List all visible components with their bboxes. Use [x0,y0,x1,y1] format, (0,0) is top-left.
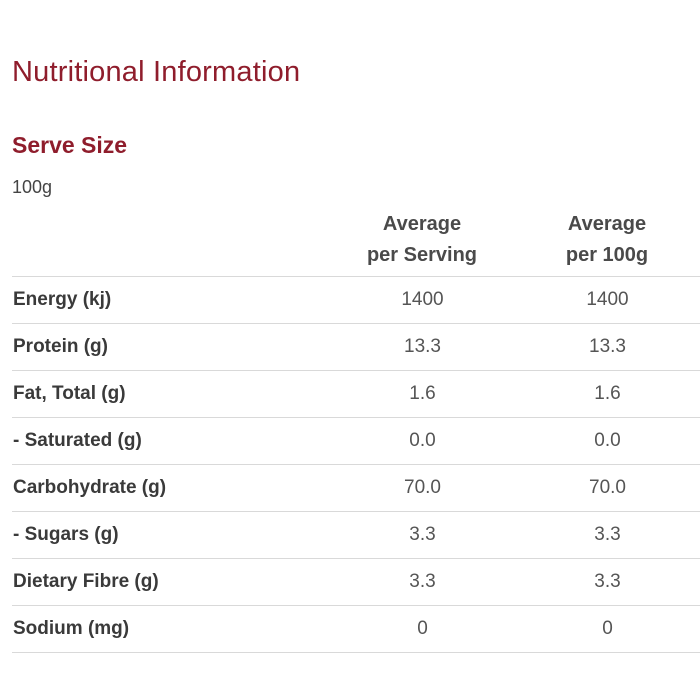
table-row: - Saturated (g) 0.0 0.0 [12,417,700,465]
per-serving-value: 0 [352,605,532,653]
per-100g-value: 3.3 [532,558,700,606]
header-per-serving-line1: Average [382,213,462,235]
table-header-row: Average per Serving Average per 100g [12,208,700,277]
row-label: Carbohydrate (g) [12,464,352,512]
header-per-100g: Average per 100g [532,208,700,277]
header-per-100g-line2: per 100g [565,244,649,266]
nutrition-table: Average per Serving Average per 100g Ene… [12,208,700,653]
table-row: Energy (kj) 1400 1400 [12,276,700,324]
row-label: Fat, Total (g) [12,370,352,418]
header-label-column [12,208,352,277]
header-per-serving: Average per Serving [352,208,532,277]
header-per-serving-line2: per Serving [366,244,478,266]
per-serving-value: 1.6 [352,370,532,418]
table-row: Sodium (mg) 0 0 [12,605,700,653]
per-100g-value: 1.6 [532,370,700,418]
row-label: Dietary Fibre (g) [12,558,352,606]
per-100g-value: 0 [532,605,700,653]
table-row: - Sugars (g) 3.3 3.3 [12,511,700,559]
header-per-100g-line1: Average [567,213,647,235]
row-label: Protein (g) [12,323,352,371]
per-serving-value: 1400 [352,276,532,324]
per-serving-value: 13.3 [352,323,532,371]
per-100g-value: 0.0 [532,417,700,465]
per-100g-value: 3.3 [532,511,700,559]
row-label: Energy (kj) [12,276,352,324]
serve-size-value: 100g [12,177,53,197]
table-row: Carbohydrate (g) 70.0 70.0 [12,464,700,512]
per-serving-value: 3.3 [352,558,532,606]
per-serving-value: 70.0 [352,464,532,512]
table-row: Fat, Total (g) 1.6 1.6 [12,370,700,418]
page-title: Nutritional Information [12,56,301,88]
row-label: - Sugars (g) [12,511,352,559]
per-100g-value: 70.0 [532,464,700,512]
per-100g-value: 1400 [532,276,700,324]
row-label: - Saturated (g) [12,417,352,465]
table-row: Dietary Fibre (g) 3.3 3.3 [12,558,700,606]
per-serving-value: 3.3 [352,511,532,559]
per-serving-value: 0.0 [352,417,532,465]
per-100g-value: 13.3 [532,323,700,371]
row-label: Sodium (mg) [12,605,352,653]
table-row: Protein (g) 13.3 13.3 [12,323,700,371]
serve-size-heading: Serve Size [12,132,128,158]
